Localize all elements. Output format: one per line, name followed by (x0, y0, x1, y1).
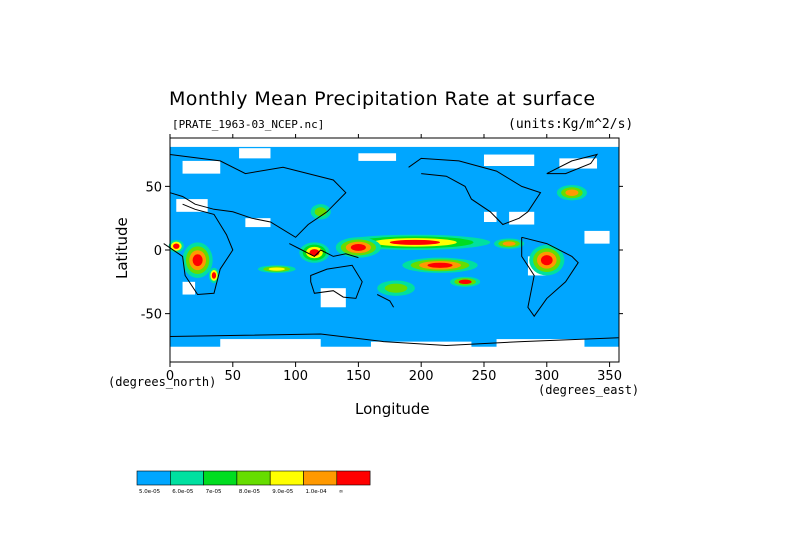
y-axis-label: Latitude (113, 217, 131, 279)
x-tick-label: 350 (597, 369, 622, 384)
missing-data-patch (483, 211, 497, 222)
x-tick-label: 200 (409, 369, 434, 384)
colorbar-label: 9.0e-05 (272, 489, 294, 495)
precip-region (502, 241, 516, 246)
precip-region (565, 189, 579, 197)
file-name: [PRATE_1963-03_NCEP.nc] (172, 118, 325, 131)
x-tick-label: 100 (283, 369, 308, 384)
missing-data-patch (245, 218, 271, 228)
coastline (408, 157, 542, 226)
coastline (310, 264, 363, 299)
missing-data-patch (358, 153, 397, 161)
colorbar-swatch (203, 470, 238, 486)
coastline (169, 333, 619, 347)
missing-data-patch (509, 211, 535, 225)
colorbar-label: 8.0e-05 (239, 489, 261, 495)
x-tick-label: 150 (346, 369, 371, 384)
coastline (376, 294, 395, 308)
missing-data-patch (170, 346, 619, 362)
units-label: (units:Kg/m^2/s) (508, 117, 634, 132)
precip-region (211, 272, 217, 279)
plot-area (163, 138, 619, 362)
colorbar-swatch (303, 470, 338, 486)
colorbar-swatch (236, 470, 271, 486)
missing-data-patch (559, 158, 598, 169)
precip-region (384, 283, 408, 293)
chart-title: Monthly Mean Precipitation Rate at surfa… (169, 88, 596, 110)
precip-region (173, 243, 180, 249)
colorbar-label: 1.0e-04 (306, 489, 328, 495)
axes: 0 50 100 150 200 250 300 350 50 0 -50 (141, 134, 623, 384)
x-unit-label-right: (degrees_east) (538, 383, 640, 397)
x-axis-label: Longitude (355, 400, 430, 418)
coastline (169, 154, 347, 238)
y-tick-label: 0 (154, 244, 162, 259)
x-unit-label: (degrees_north) (108, 375, 217, 389)
missing-data-patch (320, 288, 346, 308)
colorbar-swatch (170, 470, 204, 486)
x-tick-label: 250 (472, 369, 497, 384)
coastline (163, 203, 234, 296)
precip-region (268, 267, 285, 271)
colorbar: 5.0e-05 6.0e-05 7e-05 8.0e-05 9.0e-05 1.0e-04… (136, 470, 371, 495)
missing-data-patch (239, 148, 271, 159)
precip-region (192, 254, 203, 267)
missing-data-patch (182, 281, 196, 295)
colorbar-swatch (269, 470, 304, 486)
precip-region (314, 207, 327, 217)
colorbar-label: 6.0e-05 (172, 489, 194, 495)
colorbar-label: 5.0e-05 (139, 489, 161, 495)
precip-region (427, 262, 453, 268)
precip-region (540, 255, 553, 266)
coastline (546, 153, 599, 175)
coastline (521, 236, 579, 318)
coastline (289, 243, 359, 259)
y-tick-label: -50 (141, 308, 162, 323)
missing-data-patch (584, 230, 610, 244)
colorbar-swatch (336, 470, 371, 486)
missing-data-patch (170, 138, 619, 147)
missing-data-patch (176, 199, 208, 212)
precip-region (458, 279, 472, 284)
colorbar-label: ∞ (339, 489, 344, 495)
missing-data-patch (182, 160, 221, 174)
x-tick-label: 0 (166, 369, 174, 384)
missing-data-patch (483, 154, 535, 166)
precip-region (389, 239, 441, 245)
x-tick-label: 50 (225, 369, 242, 384)
colorbar-label: 7e-05 (206, 489, 222, 495)
x-tick-label: 300 (534, 369, 559, 384)
y-tick-label: 50 (145, 180, 162, 195)
colorbar-swatch (136, 470, 171, 486)
precip-region (350, 244, 366, 251)
